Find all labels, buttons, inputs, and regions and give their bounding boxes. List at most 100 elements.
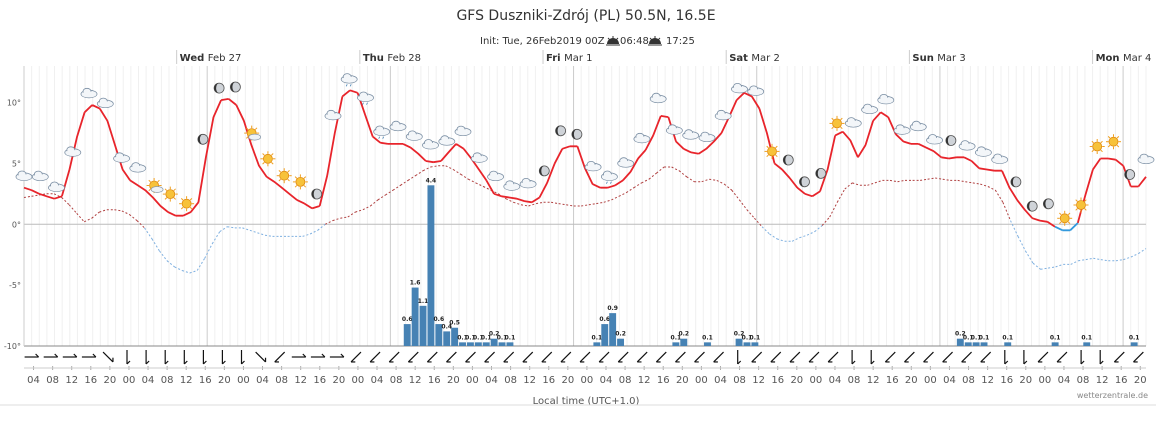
wind-barb-tick [446, 361, 451, 363]
day-date: Mar 2 [751, 53, 779, 64]
wind-shaft [655, 351, 667, 363]
day-date: Feb 28 [387, 53, 421, 64]
wind-shaft [827, 351, 839, 363]
moon-shadow [1010, 176, 1016, 187]
cloud-icon [861, 103, 878, 115]
day-name: Sat [729, 53, 751, 64]
wind-barb [1023, 350, 1028, 365]
cloud-fill [97, 101, 113, 108]
wind-barb [1056, 351, 1068, 363]
wind-barb-tick [321, 353, 326, 358]
precipitation-bars: 0.61.61.14.40.60.40.50.10.10.10.10.20.10… [402, 177, 1140, 346]
sun-ray [1116, 136, 1120, 139]
x-axis: 04 08 12 16 20 00 04 08 12 16 20 00 04 08 12 16 20 00 04 08… [24, 366, 1147, 386]
y-tick-label: -10° [4, 342, 21, 351]
moon-icon [945, 135, 957, 146]
wind-barb [1080, 350, 1085, 365]
precipitation-label: 0.2 [955, 331, 966, 338]
cloud-icon [31, 170, 49, 182]
x-tick-label: 16 [84, 375, 97, 386]
wind-shaft [522, 351, 534, 363]
cloud-fill [49, 185, 64, 192]
precipitation-label: 0.1 [1129, 334, 1140, 341]
sun-ray [766, 154, 769, 158]
sun-ray [1100, 140, 1103, 144]
sun-disc [262, 153, 273, 164]
day-label: Mon Mar 4 [1096, 53, 1152, 64]
wind-shaft [1133, 351, 1144, 363]
wind-barb [310, 353, 326, 358]
x-tick-label: 16 [428, 375, 441, 386]
sunset-time: 17:25 [666, 36, 695, 47]
cloud-icon [649, 92, 667, 104]
precipitation-label: 0.1 [481, 334, 492, 341]
wind-barb [808, 351, 820, 363]
moon-icon [197, 133, 209, 145]
precipitation-label: 0.2 [734, 331, 745, 338]
x-tick-label: 16 [771, 375, 784, 386]
x-tick-label: 12 [752, 375, 765, 386]
precipitation-bar [972, 342, 980, 346]
sun-ray [148, 188, 151, 192]
wind-barb-tick [503, 361, 508, 363]
x-tick-label: 20 [676, 375, 689, 386]
wind-barb-tick [1114, 361, 1119, 363]
cloud-fill [862, 107, 877, 114]
cloud-fill [455, 129, 471, 136]
moon-shadow [799, 176, 805, 187]
rain-drop [382, 136, 385, 139]
moon-shadow [230, 82, 236, 92]
sun-ray [164, 197, 168, 200]
wind-barb [713, 351, 724, 363]
wind-barb-tick [302, 353, 307, 358]
wind-barb-tick [1080, 360, 1085, 365]
sun-ray [262, 153, 265, 156]
x-tick-label: 00 [237, 375, 250, 386]
precipitation-bar [704, 342, 711, 346]
cloud-fill [683, 132, 699, 139]
x-tick-label: 12 [523, 375, 536, 386]
wind-shaft [446, 351, 457, 363]
wind-barb-tick [942, 361, 947, 363]
sun-ray [271, 153, 274, 156]
cloud-fill [390, 124, 406, 131]
x-tick-label: 04 [714, 375, 727, 386]
wind-barb-tick [274, 361, 279, 363]
sun-ray [1084, 199, 1087, 202]
cloud-icon [877, 93, 895, 105]
precipitation-label: 0.2 [615, 331, 626, 338]
wind-barb [202, 350, 207, 365]
cloud-fill [927, 137, 942, 144]
wind-shaft [388, 351, 400, 363]
x-tick-label: 00 [123, 375, 136, 386]
sun-disc [1108, 136, 1119, 147]
precipitation-bar [1004, 342, 1012, 346]
wind-barb [426, 351, 438, 363]
grid [23, 66, 1147, 347]
day-date: Mar 4 [1123, 53, 1151, 64]
sun-ray [1059, 221, 1062, 224]
wind-shaft [904, 351, 915, 363]
x-tick-label: 08 [46, 375, 59, 386]
wind-barb-tick [694, 361, 699, 363]
wind-barb [579, 351, 591, 363]
precipitation-label: 0.1 [742, 334, 753, 341]
wind-barb [1004, 350, 1009, 365]
wind-barb [503, 351, 515, 363]
wind-barb [221, 350, 226, 365]
wind-barb [407, 351, 419, 363]
wind-barb-tick [340, 353, 345, 358]
day-name: Sun [912, 53, 937, 64]
wind-barb [145, 350, 150, 365]
precipitation-bar [980, 342, 988, 346]
weather-icons [15, 73, 1155, 226]
moon-shadow [197, 134, 203, 145]
precipitation-bar [411, 287, 419, 346]
wind-barb-tick [675, 361, 680, 363]
x-tick-label: 20 [905, 375, 918, 386]
cloud-icon [666, 124, 683, 135]
cloud-fill [618, 160, 634, 167]
precipitation-label: 0.1 [497, 334, 508, 341]
wind-barb [43, 353, 59, 358]
precipitation-bar [427, 185, 435, 346]
